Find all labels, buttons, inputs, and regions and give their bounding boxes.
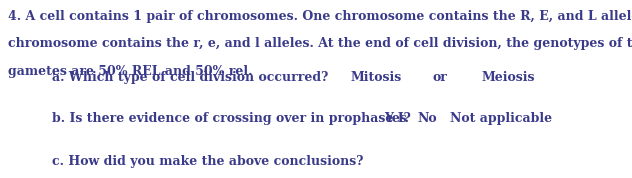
- Text: a. Which type of cell division occurred?: a. Which type of cell division occurred?: [52, 71, 328, 84]
- Text: chromosome contains the r, e, and l alleles. At the end of cell division, the ge: chromosome contains the r, e, and l alle…: [8, 37, 632, 50]
- Text: Not applicable: Not applicable: [450, 112, 552, 125]
- Text: No: No: [418, 112, 437, 125]
- Text: Mitosis: Mitosis: [351, 71, 402, 84]
- Text: or: or: [433, 71, 448, 84]
- Text: c. How did you make the above conclusions?: c. How did you make the above conclusion…: [52, 155, 363, 168]
- Text: Meiosis: Meiosis: [482, 71, 535, 84]
- Text: 4. A cell contains 1 pair of chromosomes. One chromosome contains the R, E, and : 4. A cell contains 1 pair of chromosomes…: [8, 10, 632, 23]
- Text: gametes are 50% REL and 50% rel.: gametes are 50% REL and 50% rel.: [8, 65, 253, 78]
- Text: Yes: Yes: [384, 112, 407, 125]
- Text: b. Is there evidence of crossing over in prophase I?: b. Is there evidence of crossing over in…: [52, 112, 411, 125]
